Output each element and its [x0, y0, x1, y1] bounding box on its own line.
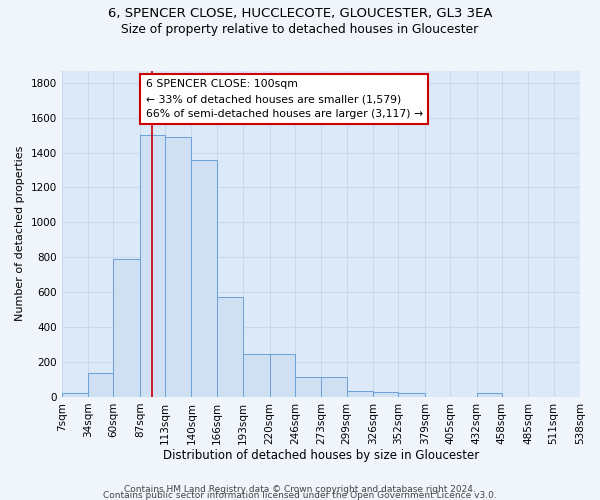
Text: Size of property relative to detached houses in Gloucester: Size of property relative to detached ho… [121, 22, 479, 36]
Bar [113, 259, 140, 397]
Bar [243, 354, 269, 397]
Text: 6 SPENCER CLOSE: 100sqm
← 33% of detached houses are smaller (1,579)
66% of semi: 6 SPENCER CLOSE: 100sqm ← 33% of detache… [146, 79, 423, 119]
Bar [347, 391, 373, 397]
Bar [140, 135, 165, 397]
Text: Contains HM Land Registry data © Crown copyright and database right 2024.: Contains HM Land Registry data © Crown c… [124, 485, 476, 494]
Bar [165, 137, 191, 397]
Bar [476, 394, 502, 397]
Bar [322, 377, 347, 397]
Bar [88, 374, 113, 397]
Bar [373, 392, 398, 397]
Bar [269, 354, 295, 397]
Bar [191, 160, 217, 397]
Text: Contains public sector information licensed under the Open Government Licence v3: Contains public sector information licen… [103, 491, 497, 500]
Bar [295, 377, 322, 397]
Y-axis label: Number of detached properties: Number of detached properties [15, 146, 25, 322]
Bar [217, 298, 243, 397]
Bar [62, 394, 88, 397]
Bar [398, 394, 425, 397]
X-axis label: Distribution of detached houses by size in Gloucester: Distribution of detached houses by size … [163, 450, 479, 462]
Text: 6, SPENCER CLOSE, HUCCLECOTE, GLOUCESTER, GL3 3EA: 6, SPENCER CLOSE, HUCCLECOTE, GLOUCESTER… [108, 8, 492, 20]
